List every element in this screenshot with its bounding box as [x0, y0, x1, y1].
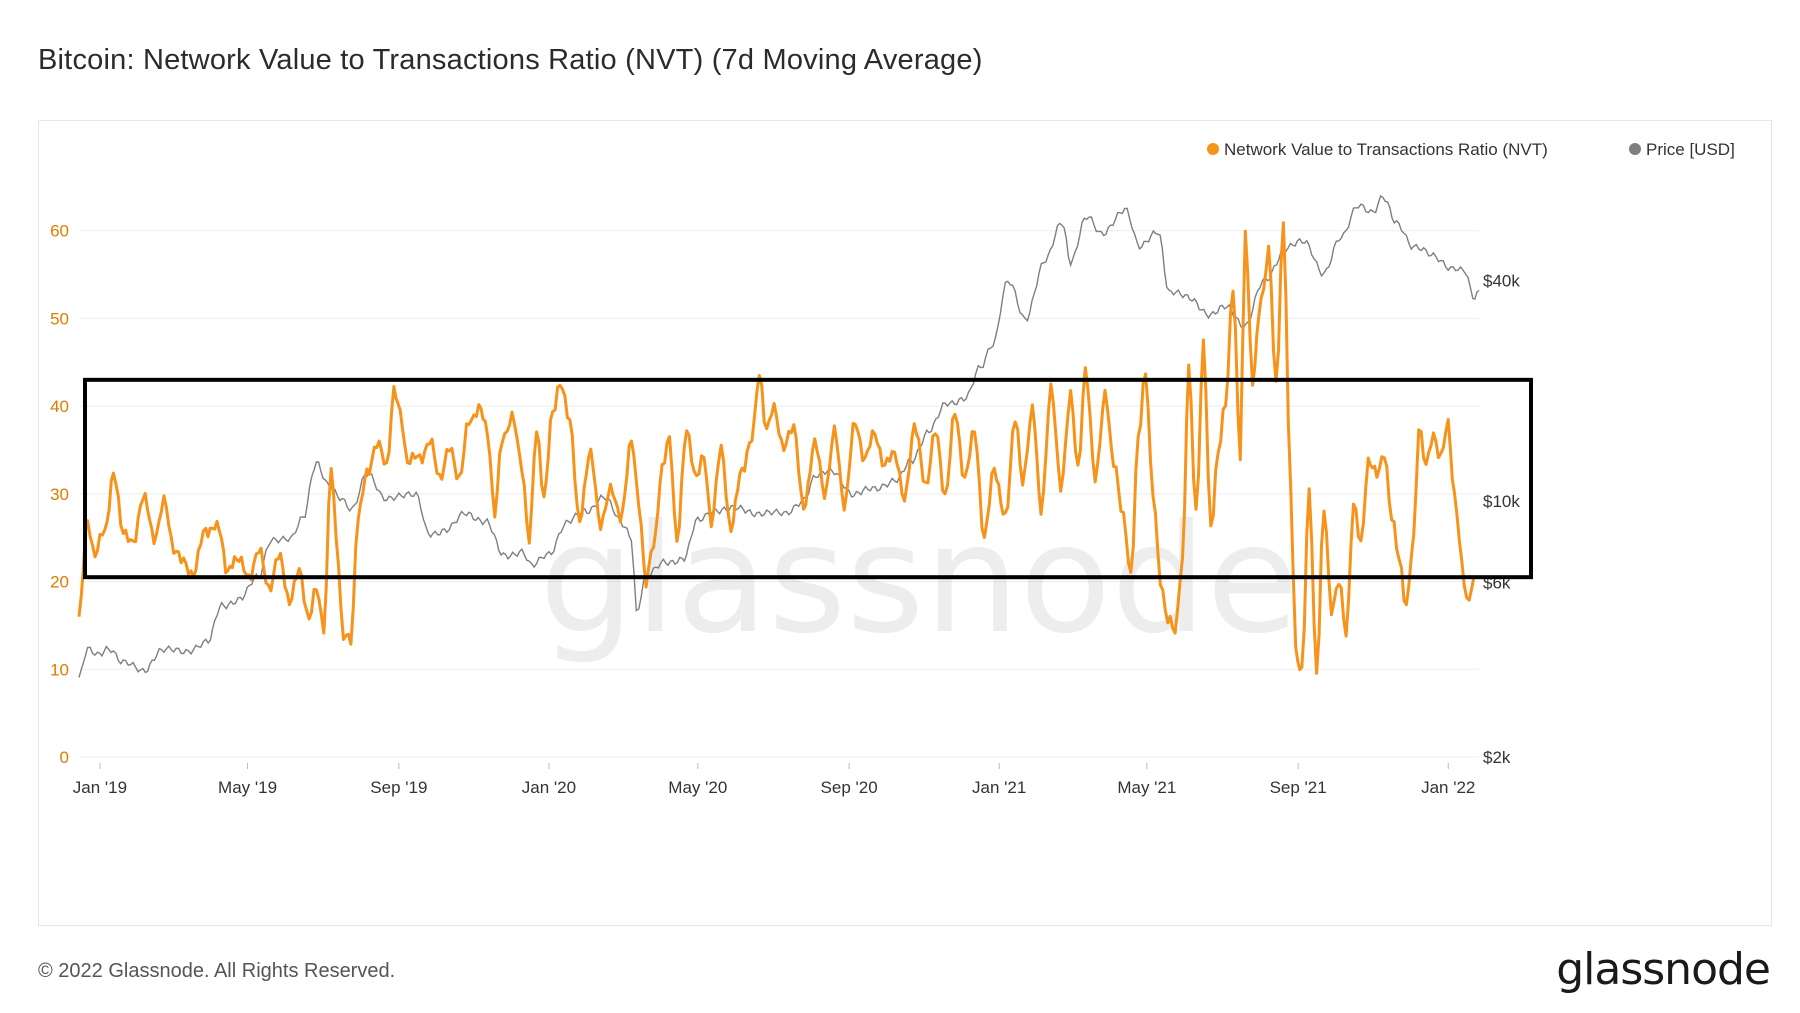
x-axis: Jan '19 May '19 Sep '19 Jan '20 May '20 Sep '… [73, 763, 1475, 797]
chart-title: Bitcoin: Network Value to Transactions R… [38, 44, 983, 76]
left-tick-label: 20 [50, 573, 69, 592]
x-tick-label: Jan '20 [522, 778, 576, 797]
grid-lines [79, 230, 1479, 758]
right-tick-label: $10k [1483, 492, 1520, 511]
brand-logo: glassnode [1556, 944, 1771, 995]
left-tick-label: 60 [50, 222, 69, 241]
x-tick-label: Sep '21 [1270, 778, 1327, 797]
right-tick-label: $40k [1483, 272, 1520, 291]
annotation-box [83, 377, 1533, 580]
legend: Network Value to Transactions Ratio (NVT… [1207, 140, 1735, 159]
nvt-series-line [77, 221, 1476, 675]
x-tick-label: May '21 [1117, 778, 1176, 797]
x-tick-label: Jan '21 [972, 778, 1026, 797]
x-tick-label: May '19 [218, 778, 277, 797]
left-tick-label: 40 [50, 397, 69, 416]
x-tick-label: Sep '20 [821, 778, 878, 797]
x-tick-label: Jan '19 [73, 778, 127, 797]
legend-nvt-marker [1207, 143, 1219, 155]
chart-panel: glassnode 0 10 20 30 40 50 60 $2k $6k $10k $40k J… [38, 120, 1772, 926]
x-tick-label: May '20 [668, 778, 727, 797]
left-tick-label: 10 [50, 660, 69, 679]
legend-price-label: Price [USD] [1646, 140, 1735, 159]
left-tick-label: 0 [60, 748, 69, 767]
copyright-footer: © 2022 Glassnode. All Rights Reserved. [38, 960, 396, 982]
x-tick-label: Jan '22 [1421, 778, 1475, 797]
left-axis: 0 10 20 30 40 50 60 [50, 222, 69, 767]
x-tick-label: Sep '19 [370, 778, 427, 797]
legend-nvt-label: Network Value to Transactions Ratio (NVT… [1224, 140, 1548, 159]
legend-price-marker [1629, 143, 1641, 155]
left-tick-label: 50 [50, 309, 69, 328]
right-tick-label: $2k [1483, 748, 1511, 767]
left-tick-label: 30 [50, 485, 69, 504]
watermark: glassnode [539, 493, 1298, 667]
right-axis: $2k$6k$10k$40k [1483, 272, 1520, 767]
